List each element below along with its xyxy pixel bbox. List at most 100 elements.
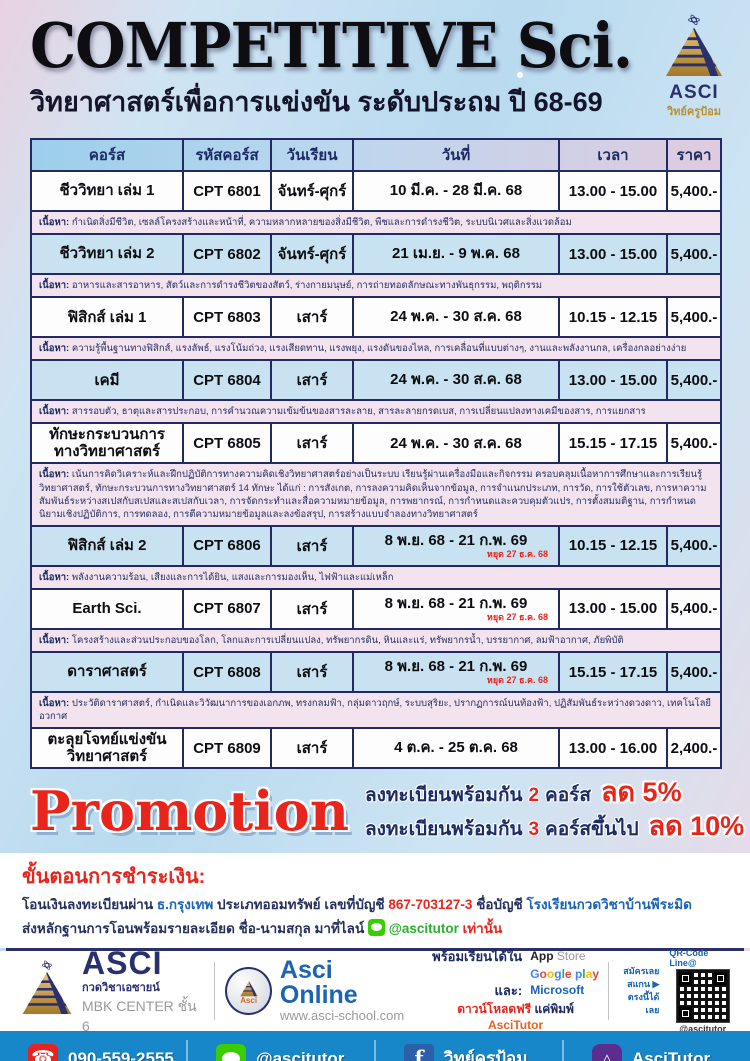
holiday-note: หยุด 27 ธ.ค. 68 [486,548,548,559]
phone-number: 090-559-2555 [68,1048,174,1061]
footer-asci-online: Asci Asci Online www.asci-school.com [215,958,422,1023]
course-row: ตะลุยโจทย์แข่งขัน วิทยาศาสตร์ CPT 6809 เ… [30,727,722,770]
course-row: ชีววิทยา เล่ม 2 CPT 6802 จันทร์-ศุกร์ 21… [30,233,722,276]
account-name: โรงเรียนกวดวิชาบ้านพีระมิด [526,897,692,913]
course-date-cell: 24 พ.ค. - 30 ส.ค. 68 [352,422,560,465]
promo-discount: ลด 10% [648,810,745,841]
footer-divider [214,961,216,1020]
course-price-cell: 5,400.- [666,422,722,465]
app-name: AsciTutor [488,1017,544,1032]
footer-asci-branding: ASCI กวดวิชาเอซายน์ MBK CENTER ชั้น 6 [6,944,214,1035]
course-day-cell: เสาร์ [270,524,354,567]
course-time-cell: 13.00 - 15.00 [558,587,668,630]
asci-logo: ASCI วิทย์ครูป้อม [646,14,742,120]
course-day-cell: จันทร์-ศุกร์ [270,233,354,276]
footer-brand-location: MBK CENTER ชั้น 6 [82,998,197,1035]
course-row: ทักษะกระบวนการ ทางวิทยาศาสตร์ CPT 6805 เ… [30,422,722,465]
facebook-name: วิทย์ครูป้อม [444,1049,528,1061]
course-code-cell: CPT 6803 [182,296,272,339]
topics-text: โครงสร้างและส่วนประกอบของโลก, โลกและการเ… [71,634,624,646]
bank-name: ธ.กรุงเทพ [156,897,214,913]
pyramid-logo-icon [663,14,725,82]
col-header-date: วันที่ [352,138,560,172]
course-date-cell: 24 พ.ค. - 30 ส.ค. 68 [352,359,560,402]
course-time-cell: 10.15 - 12.15 [558,296,668,339]
google-play-label: Google play [530,967,600,982]
course-row: Earth Sci. CPT 6807 เสาร์ 8 พ.ย. 68 - 21… [30,587,722,630]
course-date-cell: 21 เม.ย. - 9 พ.ค. 68 [352,233,560,276]
course-code-cell: CPT 6805 [182,422,272,465]
course-code-cell: CPT 6807 [182,587,272,630]
course-topics-row: เนื้อหา: เน้นการคิดวิเคราะห์และฝึกปฏิบัต… [30,462,722,527]
course-date-cell: 8 พ.ย. 68 - 21 ก.พ. 69 หยุด 27 ธ.ค. 68 [352,587,560,630]
course-price-cell: 5,400.- [666,296,722,339]
course-date-cell: 8 พ.ย. 68 - 21 ก.พ. 69 หยุด 27 ธ.ค. 68 [352,524,560,567]
qr-title: QR-Code Line@ [669,947,709,968]
course-table: คอร์ส รหัสคอร์ส วันเรียน วันที่ เวลา ราค… [30,138,722,770]
col-header-code: รหัสคอร์ส [182,138,272,172]
app-store-label: App Store [530,949,586,964]
course-price-cell: 5,400.- [666,587,722,630]
payment-section: ขั้นตอนการชำระเงิน: โอนเงินลงทะเบียนผ่าน… [0,853,750,948]
course-name-cell: ฟิสิกส์ เล่ม 1 [30,296,184,339]
topics-text: ความรู้พื้นฐานทางฟิสิกส์, แรงลัพธ์, แรงโ… [71,343,687,355]
apps-lead-text: พร้อมเรียนได้ใน [432,949,523,965]
course-date-cell: 8 พ.ย. 68 - 21 ก.พ. 69 หยุด 27 ธ.ค. 68 [352,651,560,694]
qr-caption: @ascitutor [679,1023,727,1034]
qr-section: QR-Code Line@ @ascitutor [665,948,744,1034]
col-header-day: วันเรียน [270,138,354,172]
footer: ASCI กวดวิชาเอซายน์ MBK CENTER ชั้น 6 [0,944,750,1035]
course-time-cell: 15.15 - 17.15 [558,422,668,465]
contact-bar: ☎ 090-559-2555 @ascitutor f วิทย์ครูป้อม… [0,1030,750,1061]
course-price-cell: 5,400.- [666,170,722,212]
payment-heading: ขั้นตอนการชำระเงิน: [22,866,206,889]
topics-text: เน้นการคิดวิเคราะห์และฝึกปฏิบัติการทางคว… [39,469,707,520]
footer-brand-name: ASCI [82,944,163,981]
topics-label: เนื้อหา: [39,280,70,292]
col-header-time: เวลา [558,138,668,172]
line-id: @ascitutor [388,920,459,936]
asci-online-badge: Asci [240,995,258,1005]
contact-phone: ☎ 090-559-2555 [0,1040,186,1061]
course-topics-row: เนื้อหา: สารรอบตัว, ธาตุและสารประกอบ, กา… [30,399,722,425]
scan-prompt: สมัครเลย สแกน ▶ ตรงนี้ได้เลย [623,965,660,1015]
facebook-icon: f [404,1043,434,1061]
course-day-cell: เสาร์ [270,359,354,402]
course-topics-row: เนื้อหา: พลังงานความร้อน, เสียงและการได้… [30,564,722,590]
topics-label: เนื้อหา: [39,406,70,418]
page-subtitle: วิทยาศาสตร์เพื่อการแข่งขัน ระดับประถม ปี… [30,87,603,117]
course-time-cell: 15.15 - 17.15 [558,651,668,694]
course-name-cell: ชีววิทยา เล่ม 1 [30,170,184,212]
course-time-cell: 13.00 - 15.00 [558,170,668,212]
contact-app: △ AsciTutor [562,1039,750,1061]
course-day-cell: เสาร์ [270,587,354,630]
qr-code-image [675,968,730,1023]
course-code-cell: CPT 6808 [182,651,272,694]
course-date-cell: 4 ต.ค. - 25 ต.ค. 68 [352,727,560,770]
page-title: COMPETITIVE Sci. [30,10,633,83]
logo-caption: วิทย์ครูป้อม [667,106,721,118]
app-icon: △ [592,1043,622,1061]
promo-count: 3 [528,818,540,840]
col-header-course: คอร์ส [30,138,184,172]
course-time-cell: 13.00 - 16.00 [558,727,668,770]
download-note: ดาวน์โหลดฟรี แค่พิมพ์ AsciTutor [457,1001,574,1032]
topics-label: เนื้อหา: [39,469,70,481]
course-day-cell: เสาร์ [270,422,354,465]
course-code-cell: CPT 6804 [182,359,272,402]
promotion-banner: Promotion ลงทะเบียนพร้อมกัน 2 คอร์ส ลด 5… [0,769,750,853]
topics-text: ประวัติดาราศาสตร์, กำเนิดและวิวัฒนาการขอ… [39,698,712,723]
course-topics-row: เนื้อหา: กำเนิดสิ่งมีชีวิต, เซลล์โครงสร้… [30,209,722,236]
line-id: @ascitutor [256,1048,345,1061]
promo-line-1: ลงทะเบียนพร้อมกัน 2 คอร์ส ลด 5% [364,776,682,807]
promotion-title: Promotion [30,779,349,844]
topics-label: เนื้อหา: [39,698,70,710]
course-code-cell: CPT 6806 [182,524,272,567]
topics-text: อาหารและสารอาหาร, สัตว์และการดำรงชีวิตขอ… [71,280,543,292]
course-row: ชีววิทยา เล่ม 1 CPT 6801 จันทร์-ศุกร์ 10… [30,170,722,212]
course-day-cell: เสาร์ [270,727,354,770]
course-price-cell: 5,400.- [666,233,722,276]
holiday-note: หยุด 27 ธ.ค. 68 [486,611,548,622]
promo-discount: ลด 5% [600,776,682,807]
